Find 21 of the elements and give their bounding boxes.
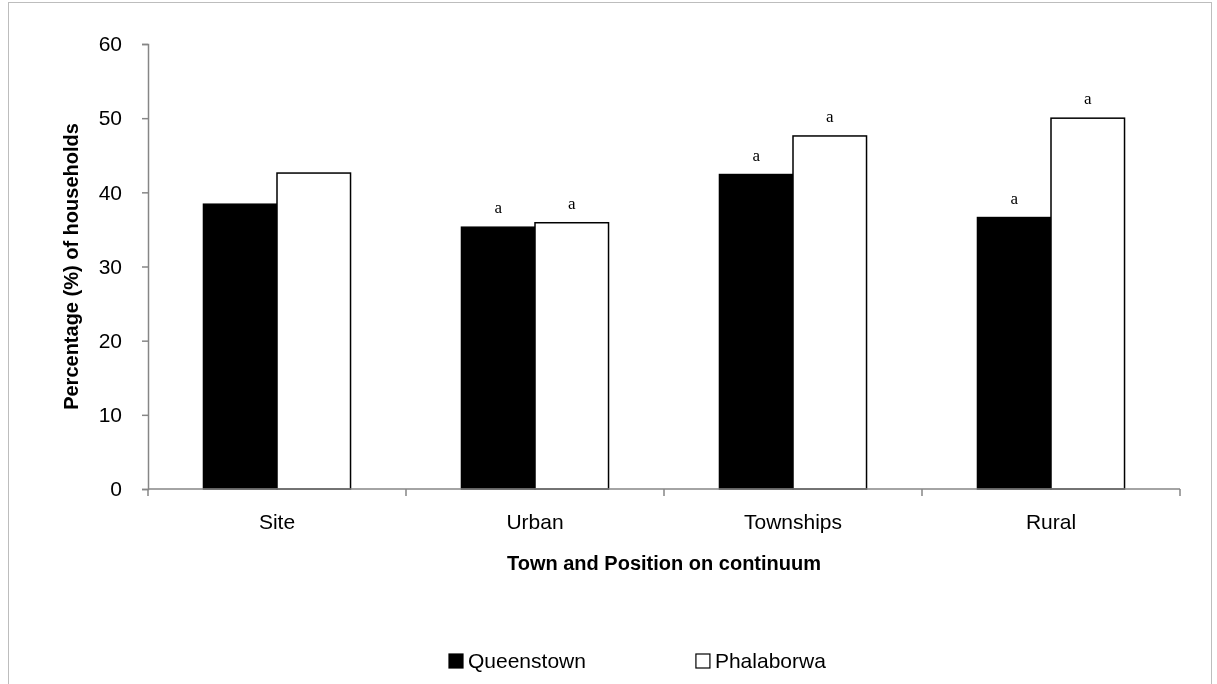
legend-label: Queenstown bbox=[468, 649, 586, 672]
y-tick-label: 60 bbox=[98, 32, 122, 56]
legend-label: Phalaborwa bbox=[714, 649, 827, 672]
x-tick-label: Rural bbox=[1025, 510, 1077, 533]
x-tick-label: Urban bbox=[506, 510, 564, 533]
x-tick-label: Townships bbox=[743, 510, 843, 533]
y-tick-label: 40 bbox=[98, 180, 122, 204]
y-tick-label: 20 bbox=[98, 328, 122, 352]
data-label: a bbox=[752, 145, 761, 165]
data-label: a bbox=[567, 193, 576, 213]
x-axis-title: Town and Position on continuum bbox=[506, 552, 822, 574]
data-label: a bbox=[494, 198, 503, 218]
data-label: a bbox=[825, 106, 834, 126]
x-tick-label: Site bbox=[258, 510, 296, 533]
y-tick-label: 10 bbox=[98, 403, 122, 427]
data-label: a bbox=[1010, 188, 1019, 208]
y-tick-label: 50 bbox=[98, 106, 122, 130]
y-tick-label: 0 bbox=[110, 477, 122, 501]
data-label: a bbox=[1083, 89, 1092, 109]
y-tick-label: 30 bbox=[98, 254, 122, 278]
y-axis-title: Percentage (%) of households bbox=[60, 123, 82, 410]
